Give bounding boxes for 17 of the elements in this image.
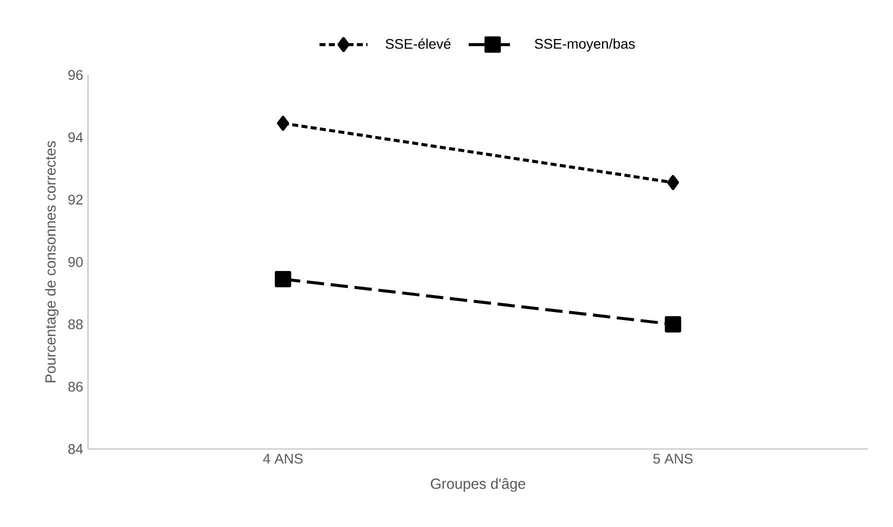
x-axis-title: Groupes d'âge <box>430 478 526 492</box>
x-tick-label: 4 ANS <box>263 454 303 464</box>
y-tick-label: 86 <box>68 382 83 392</box>
legend-label: SSE-moyen/bas <box>534 38 635 52</box>
y-tick-label: 96 <box>68 70 83 80</box>
y-tick-label: 92 <box>68 194 83 205</box>
point <box>667 175 679 190</box>
y-tick-label: 90 <box>68 257 83 267</box>
point <box>664 316 682 332</box>
y-tick-label: 84 <box>68 444 83 454</box>
legend-label: SSE-élevé <box>386 38 451 49</box>
point <box>277 116 290 131</box>
x-tick-label: 5 ANS <box>653 454 693 464</box>
point <box>274 270 292 288</box>
y-tick-label: 94 <box>68 132 83 142</box>
y-tick-label: 88 <box>68 319 83 330</box>
y-axis-title: Pourcentage de consonnes correctes <box>44 141 59 382</box>
